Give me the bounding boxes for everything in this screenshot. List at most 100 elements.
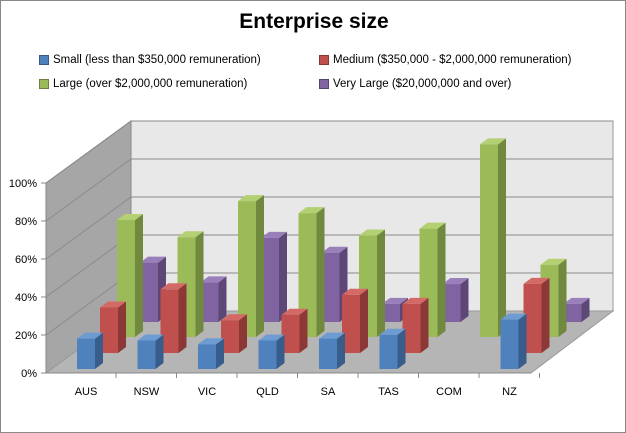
bar-sa bbox=[319, 338, 337, 369]
bar-qld bbox=[281, 314, 300, 353]
bar-side bbox=[397, 328, 406, 369]
bar-top bbox=[480, 138, 506, 145]
legend-label: Very Large ($20,000,000 and over) bbox=[333, 78, 512, 90]
bar-top bbox=[359, 229, 385, 236]
bar-aus bbox=[77, 338, 95, 369]
bar-side bbox=[581, 297, 590, 322]
bar-side bbox=[360, 288, 368, 353]
legend-label: Small (less than $350,000 remuneration) bbox=[53, 54, 261, 66]
y-tick-label: 0% bbox=[21, 368, 37, 380]
x-tick-label: VIC bbox=[198, 386, 216, 398]
gridline bbox=[45, 158, 132, 222]
bar-side bbox=[460, 278, 469, 322]
x-tick-label: SA bbox=[321, 386, 336, 398]
y-tick-label: 40% bbox=[15, 292, 37, 304]
legend-swatch bbox=[319, 55, 329, 65]
bar-nz bbox=[500, 319, 519, 369]
bar-top bbox=[342, 288, 368, 295]
bar-top bbox=[523, 277, 550, 284]
bar-side bbox=[216, 338, 224, 369]
bar-side bbox=[135, 214, 143, 337]
bar-nsw bbox=[137, 340, 156, 369]
bar-side bbox=[118, 301, 126, 353]
bar-side bbox=[498, 138, 506, 337]
bar-side bbox=[337, 332, 345, 369]
bar-side bbox=[95, 332, 103, 369]
legend-swatch bbox=[39, 55, 49, 65]
bar-top bbox=[540, 258, 567, 265]
bar-qld bbox=[258, 340, 277, 369]
bar-top bbox=[500, 313, 527, 320]
bar-top bbox=[298, 207, 325, 214]
bar-top bbox=[382, 297, 408, 304]
bar-vic bbox=[238, 201, 256, 337]
bar-top bbox=[221, 314, 247, 321]
bar-side bbox=[256, 195, 264, 337]
bar-top bbox=[442, 278, 469, 285]
bar-side bbox=[195, 231, 204, 337]
x-tick-label: NZ bbox=[502, 386, 517, 398]
bar-side bbox=[377, 229, 385, 337]
bar-side bbox=[518, 313, 527, 369]
bar-vic bbox=[198, 344, 216, 369]
bar-side bbox=[316, 207, 325, 337]
bar-side bbox=[420, 297, 429, 353]
bar-sa bbox=[342, 294, 360, 353]
bar-side bbox=[437, 222, 446, 337]
bar-top bbox=[100, 301, 126, 308]
bar-sa bbox=[382, 303, 400, 322]
bar-top bbox=[379, 328, 406, 335]
gridline bbox=[45, 120, 132, 184]
bar-side bbox=[541, 277, 550, 353]
bar-aus bbox=[140, 262, 158, 322]
bar-top bbox=[137, 334, 164, 341]
x-tick-label: COM bbox=[436, 386, 462, 398]
bar-com bbox=[480, 144, 498, 337]
bar-nsw bbox=[160, 289, 179, 353]
bar-top bbox=[319, 332, 345, 339]
bar-side bbox=[178, 283, 187, 353]
bar-top bbox=[177, 231, 204, 238]
bar-top bbox=[261, 231, 287, 238]
bar-top bbox=[200, 276, 227, 283]
bar-top bbox=[238, 195, 264, 202]
bar-side bbox=[239, 314, 247, 353]
bar-side bbox=[276, 334, 285, 369]
bar-side bbox=[299, 308, 308, 353]
legend-item-small: Small (less than $350,000 remuneration) bbox=[39, 54, 261, 66]
y-tick-label: 80% bbox=[15, 216, 37, 228]
legend-swatch bbox=[319, 79, 329, 89]
bar-tas bbox=[402, 303, 421, 353]
bar-vic bbox=[221, 320, 239, 353]
bar-top bbox=[117, 214, 143, 221]
bar-top bbox=[198, 338, 224, 345]
bar-top bbox=[160, 283, 187, 290]
legend-item-very-large: Very Large ($20,000,000 and over) bbox=[319, 78, 511, 90]
gridline bbox=[45, 272, 132, 336]
legend-swatch bbox=[39, 79, 49, 89]
y-tick-label: 20% bbox=[15, 330, 37, 342]
bar-qld bbox=[321, 252, 340, 322]
bar-qld bbox=[298, 213, 317, 337]
bar-top bbox=[140, 256, 166, 263]
bar-side bbox=[558, 258, 567, 337]
bar-side bbox=[279, 231, 287, 322]
gridline bbox=[45, 196, 132, 260]
chart-title: Enterprise size bbox=[239, 10, 389, 33]
bar-side bbox=[218, 276, 227, 322]
legend-item-medium: Medium ($350,000 - $2,000,000 remunerati… bbox=[319, 54, 571, 66]
bar-vic bbox=[261, 237, 279, 322]
x-tick-label: AUS bbox=[75, 386, 98, 398]
bar-aus bbox=[100, 307, 118, 353]
bar-top bbox=[563, 297, 590, 304]
x-tick-label: NSW bbox=[134, 386, 160, 398]
bar-side bbox=[155, 334, 164, 369]
bar-nsw bbox=[200, 282, 219, 322]
bar-top bbox=[281, 308, 308, 315]
y-tick-label: 100% bbox=[9, 178, 37, 190]
y-tick-label: 60% bbox=[15, 254, 37, 266]
bar-nz bbox=[523, 283, 542, 353]
bar-tas bbox=[442, 284, 461, 322]
